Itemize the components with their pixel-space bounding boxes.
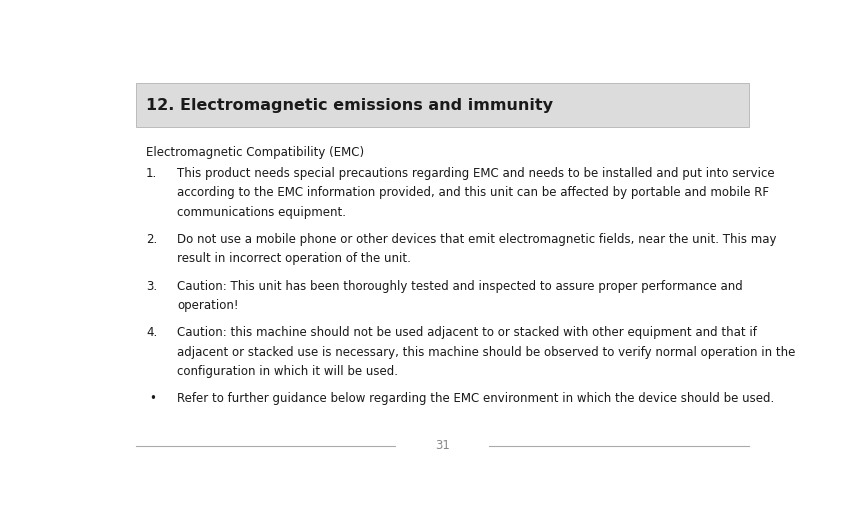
Text: This product needs special precautions regarding EMC and needs to be installed a: This product needs special precautions r… [178, 167, 775, 180]
Text: 31: 31 [435, 439, 450, 452]
FancyBboxPatch shape [136, 83, 748, 127]
Text: •: • [149, 393, 156, 405]
Text: configuration in which it will be used.: configuration in which it will be used. [178, 365, 399, 378]
Text: adjacent or stacked use is necessary, this machine should be observed to verify : adjacent or stacked use is necessary, th… [178, 346, 796, 359]
Text: Electromagnetic Compatibility (EMC): Electromagnetic Compatibility (EMC) [146, 146, 364, 159]
Text: 1.: 1. [146, 167, 157, 180]
Text: Caution: This unit has been thoroughly tested and inspected to assure proper per: Caution: This unit has been thoroughly t… [178, 280, 743, 293]
Text: operation!: operation! [178, 299, 239, 312]
Text: Do not use a mobile phone or other devices that emit electromagnetic fields, nea: Do not use a mobile phone or other devic… [178, 233, 777, 246]
Text: Refer to further guidance below regarding the EMC environment in which the devic: Refer to further guidance below regardin… [178, 393, 775, 405]
Text: according to the EMC information provided, and this unit can be affected by port: according to the EMC information provide… [178, 186, 770, 200]
Text: result in incorrect operation of the unit.: result in incorrect operation of the uni… [178, 252, 412, 265]
Text: 3.: 3. [146, 280, 157, 293]
Text: 2.: 2. [146, 233, 157, 246]
Text: Caution: this machine should not be used adjacent to or stacked with other equip: Caution: this machine should not be used… [178, 327, 758, 339]
Text: 4.: 4. [146, 327, 157, 339]
Text: communications equipment.: communications equipment. [178, 205, 346, 219]
Text: 12. Electromagnetic emissions and immunity: 12. Electromagnetic emissions and immuni… [146, 98, 553, 113]
